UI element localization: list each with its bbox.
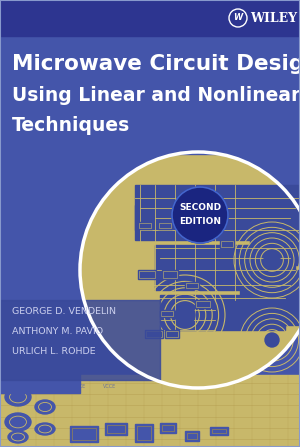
Circle shape — [80, 152, 300, 388]
Text: SECOND: SECOND — [179, 203, 221, 212]
Bar — [166, 331, 178, 337]
Bar — [146, 331, 162, 337]
Text: URLICH L. ROHDE: URLICH L. ROHDE — [12, 347, 96, 356]
Ellipse shape — [5, 413, 31, 431]
Bar — [70, 426, 98, 442]
Bar — [240, 270, 300, 325]
Bar — [0, 375, 300, 447]
Text: EDITION: EDITION — [179, 216, 221, 225]
Bar — [205, 218, 217, 225]
Bar — [160, 310, 174, 317]
Circle shape — [265, 333, 279, 347]
Bar — [155, 245, 295, 290]
Bar — [139, 223, 151, 228]
Bar — [0, 0, 300, 154]
Text: WILEY: WILEY — [250, 12, 297, 25]
Bar — [105, 423, 127, 435]
Bar — [196, 301, 210, 307]
Bar — [0, 147, 80, 393]
Bar — [212, 429, 226, 433]
Text: W: W — [233, 13, 243, 22]
Bar — [145, 330, 163, 338]
Bar — [165, 330, 179, 338]
Circle shape — [264, 252, 280, 268]
Bar — [195, 300, 211, 308]
Bar — [158, 222, 172, 229]
Bar — [159, 223, 171, 228]
Text: Techniques: Techniques — [12, 116, 130, 135]
Bar — [160, 295, 285, 330]
Circle shape — [172, 187, 228, 243]
Text: Using Linear and Nonlinear: Using Linear and Nonlinear — [12, 86, 300, 105]
Bar — [107, 425, 125, 433]
Bar — [135, 185, 300, 240]
Text: VCCE: VCCE — [74, 384, 87, 389]
Bar — [137, 426, 151, 440]
Bar — [220, 240, 234, 248]
Bar — [185, 282, 199, 289]
Bar — [135, 205, 190, 230]
Bar — [160, 423, 176, 433]
Bar — [0, 300, 160, 380]
Bar — [221, 241, 233, 247]
Bar — [162, 270, 178, 279]
Text: ANTHONY M. PAVIO: ANTHONY M. PAVIO — [12, 327, 103, 336]
Bar — [206, 219, 216, 224]
Bar — [178, 222, 192, 229]
Circle shape — [175, 305, 195, 325]
Bar — [179, 223, 191, 228]
Bar — [163, 271, 177, 278]
Bar — [138, 270, 156, 279]
Ellipse shape — [5, 388, 31, 406]
Ellipse shape — [8, 431, 28, 443]
Bar — [187, 433, 197, 439]
Ellipse shape — [35, 423, 55, 435]
Bar — [186, 283, 198, 288]
Text: VCCE: VCCE — [103, 384, 117, 389]
Bar — [210, 427, 228, 435]
Ellipse shape — [35, 400, 55, 414]
Text: Microwave Circuit Design: Microwave Circuit Design — [12, 54, 300, 74]
Bar — [135, 424, 153, 442]
Bar — [139, 271, 155, 278]
Text: GEORGE D. VENDELIN: GEORGE D. VENDELIN — [12, 307, 116, 316]
Bar — [0, 0, 300, 36]
Bar — [72, 428, 96, 440]
Bar — [250, 195, 300, 265]
Bar — [138, 222, 152, 229]
Bar — [185, 431, 199, 441]
Bar — [161, 311, 173, 316]
Bar — [162, 425, 174, 431]
